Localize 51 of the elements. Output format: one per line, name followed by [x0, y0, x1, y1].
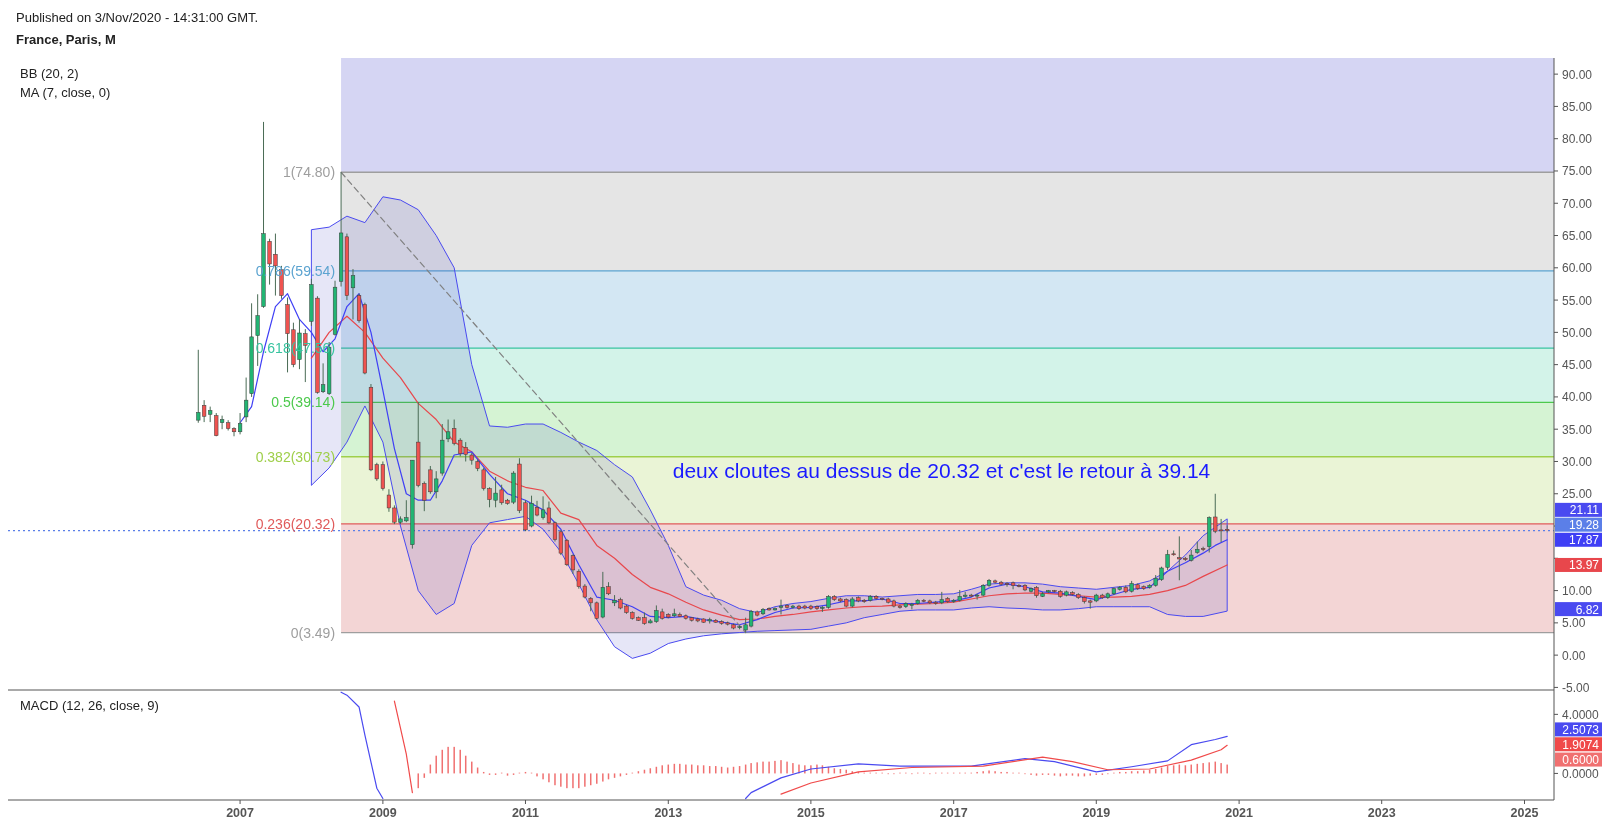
text: 21.11 — [1569, 503, 1600, 518]
y-tick-label: 85.00 — [1562, 99, 1593, 114]
x-tick-label: 2007 — [226, 806, 255, 820]
ref-line-label: 1(74.80) — [282, 164, 336, 181]
x-tick-label: 2025 — [1510, 806, 1539, 820]
y-tick-label: 90.00 — [1562, 67, 1593, 82]
text: 0.6000 — [1562, 753, 1600, 768]
x-tick-label: 2009 — [368, 806, 397, 820]
y-tick-label: 4.0000 — [1562, 707, 1600, 722]
y-tick-label: 0.00 — [1562, 648, 1586, 663]
text: 13.97 — [1568, 558, 1600, 573]
y-tick-label: 60.00 — [1562, 261, 1593, 276]
y-tick-label: 65.00 — [1562, 229, 1593, 244]
y-tick-label: 10.00 — [1562, 584, 1593, 599]
y-tick-label: 35.00 — [1562, 422, 1593, 437]
ref-line-label: 19.28 — [1568, 518, 1600, 533]
y-tick-label: 0.0000 — [1562, 766, 1600, 781]
chart-title: France, Paris, M — [16, 32, 116, 47]
x-tick-label: 2021 — [1225, 806, 1254, 820]
y-tick-label: 80.00 — [1562, 132, 1593, 147]
y-tick-label: 55.00 — [1562, 293, 1593, 308]
ref-line-label: 0.236(20.32) — [255, 515, 336, 532]
x-tick-label: 2013 — [654, 806, 683, 820]
y-tick-label: 45.00 — [1562, 358, 1593, 373]
y-tick-label: 30.00 — [1562, 454, 1593, 469]
y-tick-label: 50.00 — [1562, 325, 1593, 340]
x-tick-label: 2015 — [796, 806, 825, 820]
x-tick-label: 2011 — [511, 806, 540, 820]
x-tick-label: 2017 — [939, 806, 968, 820]
annotation: MA (7, close, 0) — [20, 85, 111, 100]
candlestick — [350, 268, 356, 320]
y-tick-label: 40.00 — [1562, 390, 1593, 405]
chart-subtitle: Published on 3/Nov/2020 - 14:31:00 GMT. — [16, 10, 259, 25]
annotation: MACD (12, 26, close, 9) — [20, 698, 159, 713]
candlestick — [238, 412, 243, 435]
x-tick-label: 2019 — [1082, 806, 1111, 820]
y-tick-label: -5.00 — [1562, 680, 1590, 695]
text: 2.5073 — [1562, 722, 1600, 737]
y-tick-label: 70.00 — [1562, 196, 1593, 211]
ref-line-label: 0(3.49) — [290, 624, 336, 641]
annotation: deux cloutes au dessus de 20.32 et c'est le retour à 39.14 — [672, 459, 1211, 483]
text: 6.82 — [1575, 602, 1600, 617]
x-tick-label: 2023 — [1367, 806, 1396, 820]
y-tick-label: 25.00 — [1562, 487, 1593, 502]
annotation: BB (20, 2) — [20, 66, 79, 81]
text: 17.87 — [1568, 533, 1600, 548]
text: 1.9074 — [1562, 737, 1600, 752]
y-tick-label: 5.00 — [1562, 616, 1586, 631]
candlestick — [778, 599, 784, 615]
candlestick — [244, 377, 249, 423]
y-tick-label: 75.00 — [1562, 164, 1593, 179]
